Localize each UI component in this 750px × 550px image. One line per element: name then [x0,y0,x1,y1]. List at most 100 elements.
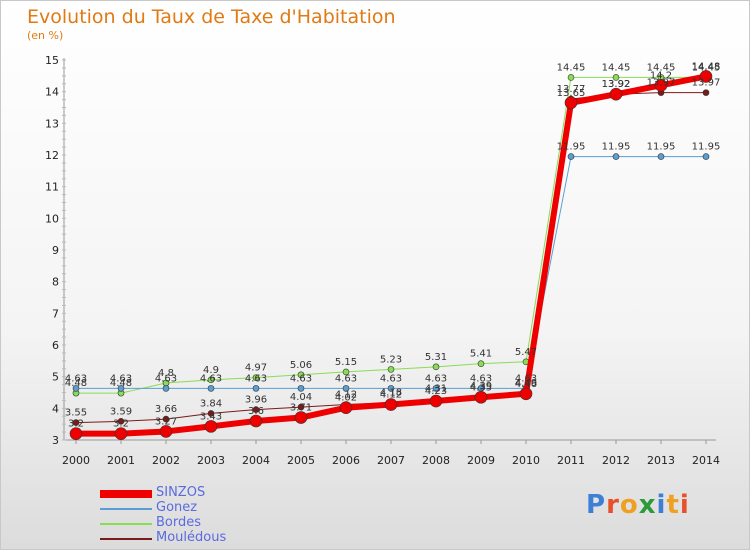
data-label-sinzos: 14.48 [692,61,721,72]
data-point-sinzos [699,70,713,83]
data-point-gonez [387,385,395,392]
x-tick-label: 2014 [692,454,720,467]
data-label-sinzos: 4.12 [380,390,402,401]
legend-label-gonez: Gonez [156,500,198,515]
data-label-bordes: 5.47 [515,347,537,358]
data-label-gonez: 4.63 [65,373,87,384]
y-tick-label: 5 [52,371,59,384]
data-label-bordes: 5.15 [335,357,357,368]
data-point-sinzos [384,398,398,411]
logo-letter: P [586,490,607,520]
data-point-sinzos [339,401,353,415]
x-tick-label: 2009 [467,454,495,467]
data-label-sinzos: 3.2 [113,419,129,430]
data-point-sinzos [249,414,263,428]
y-tick-label: 13 [45,117,59,130]
data-label-bordes: 14.45 [557,62,586,73]
data-label-sinzos: 3.2 [68,419,84,430]
data-point-mouledous [207,410,215,417]
data-label-sinzos: 3.27 [155,416,177,427]
data-label-gonez: 4.63 [245,373,267,384]
data-point-bordes [252,374,260,381]
data-label-bordes: 4.9 [203,365,219,376]
legend-label-sinzos: SINZOS [156,485,206,500]
data-label-gonez: 4.63 [110,373,132,384]
data-label-mouledous: 13.97 [647,78,676,89]
y-tick-label: 12 [45,149,59,162]
data-point-sinzos [429,394,443,408]
chart-title: Evolution du Taux de Taxe d'Habitation [27,6,396,28]
data-point-sinzos [654,79,668,92]
data-label-mouledous: 3.59 [110,406,132,417]
logo-letter: x [638,490,657,520]
data-label-gonez: 11.95 [647,142,676,153]
data-point-bordes [612,74,620,81]
data-point-gonez [342,385,350,392]
data-label-gonez: 4.63 [470,373,492,384]
data-point-mouledous [72,419,80,426]
data-point-mouledous [702,89,710,96]
y-tick-label: 9 [52,244,59,257]
y-tick-label: 8 [52,276,59,289]
data-label-gonez: 4.63 [335,373,357,384]
data-label-gonez: 4.63 [515,373,537,384]
data-label-sinzos: 4.35 [470,382,492,393]
legend-swatch-bordes [100,523,152,525]
data-point-gonez [207,385,215,392]
data-point-bordes [477,360,485,367]
data-label-sinzos: 13.65 [557,88,586,99]
y-tick-label: 14 [45,86,59,99]
data-point-sinzos [159,425,173,438]
data-label-bordes: 5.06 [290,360,312,371]
data-label-bordes: 4.97 [245,363,267,374]
data-label-mouledous: 3.55 [65,408,87,419]
data-label-mouledous: 3.66 [155,404,177,415]
x-tick-label: 2004 [242,454,270,467]
data-label-sinzos: 13.92 [602,79,631,90]
data-label-mouledous: 4.12 [335,390,357,401]
data-point-gonez [297,385,305,392]
data-label-bordes: 5.23 [380,354,402,365]
y-tick-label: 11 [45,181,59,194]
proxiti-logo: Proxiti [586,490,690,520]
logo-letter: t [666,490,680,520]
x-tick-label: 2000 [62,454,90,467]
x-tick-label: 2007 [377,454,405,467]
data-point-gonez [657,153,665,160]
data-point-gonez [72,385,80,392]
x-tick-label: 2006 [332,454,360,467]
x-tick-label: 2012 [602,454,630,467]
data-point-sinzos [474,390,488,404]
data-label-mouledous: 13.92 [602,79,631,90]
data-label-gonez: 11.95 [557,142,586,153]
x-tick-label: 2005 [287,454,315,467]
legend-swatch-sinzos [100,490,152,498]
data-label-gonez: 4.63 [425,373,447,384]
data-point-bordes [567,74,575,81]
x-tick-label: 2002 [152,454,180,467]
x-tick-label: 2010 [512,454,540,467]
data-point-mouledous [252,406,260,413]
data-label-gonez: 4.63 [200,373,222,384]
data-point-sinzos [609,87,623,101]
data-label-bordes: 5.31 [425,352,447,363]
legend-label-mouledous: Moulédous [156,530,227,545]
x-tick-label: 2008 [422,454,450,467]
data-label-gonez: 4.63 [155,373,177,384]
y-tick-label: 15 [45,54,59,67]
data-point-gonez [117,385,125,392]
data-point-mouledous [297,403,305,411]
x-tick-label: 2013 [647,454,675,467]
data-label-bordes: 14.45 [602,62,631,73]
y-tick-label: 6 [52,339,59,352]
data-label-sinzos: 3.6 [248,406,264,417]
data-label-mouledous: 3.96 [245,395,267,406]
data-point-bordes [387,366,395,373]
data-label-bordes: 4.8 [158,368,174,379]
data-point-sinzos [114,427,128,440]
data-label-mouledous: 4.49 [515,378,537,389]
data-label-mouledous: 3.84 [200,398,222,409]
data-point-bordes [297,371,305,379]
data-label-bordes: 5.41 [470,349,492,360]
logo-letter: r [606,490,620,520]
